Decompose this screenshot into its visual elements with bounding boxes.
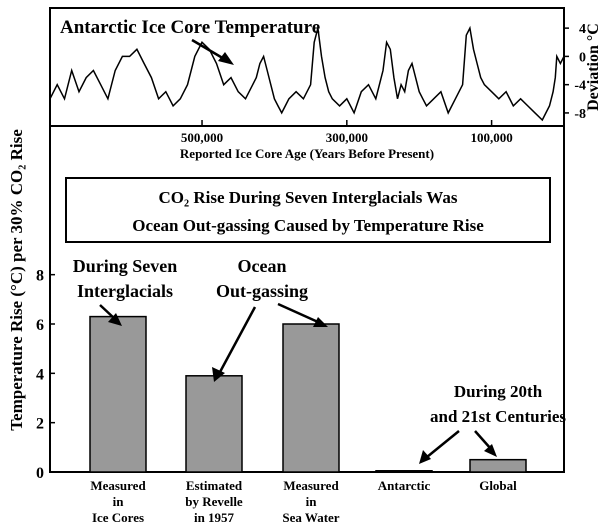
bar-4 (469, 458, 527, 473)
bar-category-label: in (113, 494, 125, 509)
bar-y-tick-label: 4 (36, 366, 44, 383)
annotation-outgassing-2: Out-gassing (216, 281, 308, 301)
bar-category-label: Antarctic (378, 478, 431, 493)
ice-core-temperature-line (49, 25, 565, 122)
bar-3 (375, 470, 433, 474)
ice-core-y-label: Deviation °C (585, 23, 602, 111)
bar-category-label: by Revelle (185, 494, 243, 509)
bar-2 (282, 323, 340, 473)
ice-core-y-axis: 4 0 -4 -8 (564, 22, 586, 122)
arrow-to-revelle-bar (212, 306, 257, 382)
ice-x-tick-label: 100,000 (470, 130, 512, 145)
bar-title-box (65, 177, 551, 243)
bar-y-tick-label: 6 (36, 317, 44, 334)
bar-y-tick-label: 8 (36, 268, 44, 285)
bar-category-label: Global (479, 478, 517, 493)
bar-category-label: Measured (90, 478, 146, 493)
ice-x-tick-label: 500,000 (181, 130, 223, 145)
ice-x-tick-label: 300,000 (326, 130, 368, 145)
arrow-to-ice-cores-bar (99, 304, 122, 326)
ice-core-series (49, 25, 565, 122)
bar-category-label: Estimated (186, 478, 243, 493)
ice-core-title-arrowhead (218, 52, 234, 65)
ice-y-tick-label: -4 (574, 79, 586, 94)
annotation-seven-interglacials-2: Interglacials (77, 281, 173, 301)
bar-title-line-1: CO₂ Rise During Seven Interglacials Was (159, 188, 458, 207)
arrow-to-global-bar (474, 430, 497, 457)
bar-category-label: in 1957 (194, 510, 235, 525)
bar-category-label: Ice Cores (92, 510, 144, 525)
bar-y-tick-label: 2 (36, 416, 44, 433)
bar-0 (89, 315, 147, 473)
ice-core-title: Antarctic Ice Core Temperature (60, 17, 320, 38)
bar-category-label: Sea Water (282, 510, 339, 525)
annotation-20th-21st-2: and 21st Centuries (430, 407, 566, 426)
bar-category-label: in (306, 494, 318, 509)
ice-core-x-label: Reported Ice Core Age (Years Before Pres… (180, 146, 434, 161)
annotation-seven-interglacials-1: During Seven (73, 256, 178, 276)
bar-series (89, 315, 527, 474)
ice-y-tick-label: 4 (579, 22, 586, 37)
annotation-20th-21st-1: During 20th (454, 382, 543, 401)
bar-title-line-2: Ocean Out-gassing Caused by Temperature … (132, 216, 484, 235)
bar-y-label: Temperature Rise (°C) per 30% CO₂ Rise (7, 129, 26, 431)
bar-y-axis: 0 2 4 6 8 (36, 268, 55, 482)
bar-1 (185, 375, 243, 473)
bar-category-label: Measured (283, 478, 339, 493)
arrow-to-sea-water-bar (277, 302, 328, 327)
ice-y-tick-label: -8 (574, 107, 586, 122)
ice-y-tick-label: 0 (579, 50, 586, 65)
ice-core-x-axis: 500,000 300,000 100,000 (181, 120, 513, 145)
annotation-outgassing-1: Ocean (238, 256, 287, 276)
bar-y-tick-label: 0 (36, 465, 44, 482)
arrow-to-antarctic-bar (419, 430, 460, 464)
